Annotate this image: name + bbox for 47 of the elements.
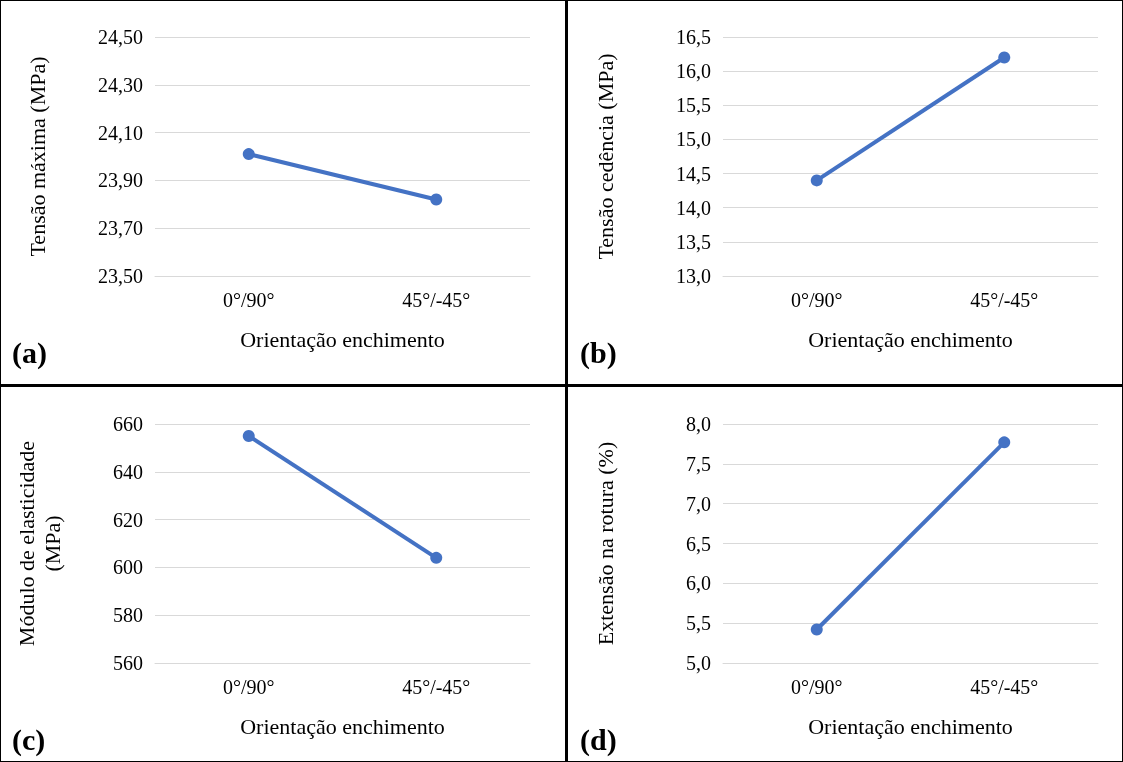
y-tick-label: 15,5 bbox=[676, 94, 711, 117]
x-axis-title: Orientação enchimento bbox=[240, 326, 445, 352]
y-axis-title: Extensão na rotura (%) bbox=[592, 441, 618, 646]
y-tick-label: 24,30 bbox=[98, 73, 143, 96]
y-tick-label: 24,50 bbox=[98, 26, 143, 48]
text: (b) bbox=[580, 335, 617, 370]
x-tick-label: 0°/90° bbox=[790, 676, 843, 698]
x-tick-label: 45°/-45° bbox=[970, 676, 1039, 698]
text: (a) bbox=[12, 335, 47, 370]
x-tick-label: 45°/-45° bbox=[970, 289, 1039, 311]
x-axis-title: Orientação enchimento bbox=[240, 713, 445, 739]
y-tick-label: 6,0 bbox=[686, 572, 711, 595]
x-tick-label: 45°/-45° bbox=[402, 289, 471, 311]
y-tick-label: 23,50 bbox=[98, 265, 143, 287]
y-tick-label: 16,5 bbox=[676, 26, 711, 48]
y-tick-label: 14,0 bbox=[676, 196, 711, 219]
y-axis-title: Módulo de elasticidade (MPa) bbox=[13, 440, 65, 647]
y-tick-label: 13,0 bbox=[676, 265, 711, 287]
y-tick-label: 580 bbox=[113, 604, 143, 627]
y-tick-label: 7,5 bbox=[686, 452, 711, 475]
y-axis-title: Tensão cedência (MPa) bbox=[592, 53, 618, 260]
x-tick-label: 45°/-45° bbox=[402, 676, 471, 698]
x-tick-label: 0°/90° bbox=[790, 289, 843, 311]
y-tick-label: 620 bbox=[113, 508, 143, 531]
x-axis-title: Orientação enchimento bbox=[808, 713, 1013, 739]
y-tick-label: 7,0 bbox=[686, 492, 711, 515]
y-tick-label: 16,0 bbox=[676, 60, 711, 83]
y-tick-label: 23,70 bbox=[98, 217, 143, 240]
y-tick-label: 8,0 bbox=[686, 413, 711, 435]
x-tick-label: 0°/90° bbox=[222, 289, 275, 311]
y-tick-label: 5,5 bbox=[686, 612, 711, 635]
y-tick-label: 640 bbox=[113, 460, 143, 483]
y-tick-label: 15,0 bbox=[676, 128, 711, 151]
y-tick-label: 24,10 bbox=[98, 121, 143, 144]
y-tick-label: 5,0 bbox=[686, 652, 711, 674]
y-tick-label: 560 bbox=[113, 652, 143, 674]
x-tick-label: 0°/90° bbox=[222, 676, 275, 698]
text: (d) bbox=[580, 722, 617, 757]
y-tick-label: 600 bbox=[113, 556, 143, 579]
y-axis-title: Tensão máxima (MPa) bbox=[24, 56, 50, 257]
y-tick-label: 660 bbox=[113, 413, 143, 435]
y-tick-label: 6,5 bbox=[686, 532, 711, 555]
x-axis-title: Orientação enchimento bbox=[808, 326, 1013, 352]
text: (c) bbox=[12, 722, 46, 757]
y-tick-label: 14,5 bbox=[676, 162, 711, 185]
y-tick-label: 13,5 bbox=[676, 230, 711, 253]
y-tick-label: 23,90 bbox=[98, 169, 143, 192]
